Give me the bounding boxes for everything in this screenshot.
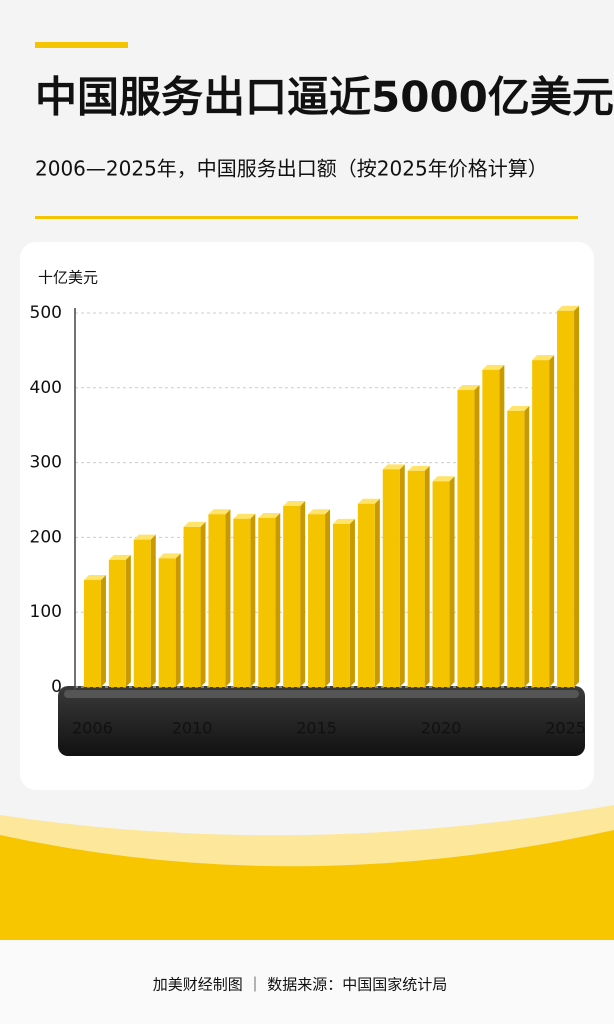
bar-top [208, 509, 231, 515]
bar-side [225, 509, 231, 687]
bar-side [374, 498, 380, 687]
x-tick-label: 2025 [545, 719, 586, 738]
bar [407, 470, 425, 687]
bar-side [424, 465, 430, 687]
y-tick-label: 400 [30, 378, 62, 398]
y-axis-label: 十亿美元 [38, 269, 98, 287]
bar [158, 558, 176, 687]
bar-side [325, 509, 331, 687]
divider [35, 216, 578, 219]
bar [507, 410, 525, 687]
bar [532, 360, 550, 687]
bar [308, 514, 326, 687]
bar [258, 517, 276, 687]
bar-side [175, 553, 181, 687]
bar-side [574, 305, 580, 687]
bar-side [549, 355, 555, 687]
bar-top [557, 305, 580, 311]
bar-side [300, 500, 306, 687]
bar [457, 390, 475, 687]
x-tick-label: 2020 [421, 719, 462, 738]
bar-top [108, 554, 131, 560]
bar-top [283, 500, 306, 506]
bar-top [308, 509, 331, 515]
bar [283, 505, 301, 687]
x-tick-label: 2006 [72, 719, 113, 738]
bar-side [349, 518, 355, 687]
wave [0, 830, 614, 940]
base-platform [58, 686, 585, 756]
chart-title: 中国服务出口逼近5000亿美元 [35, 73, 614, 122]
bar [432, 481, 450, 687]
bar-top [407, 465, 430, 471]
bar [233, 518, 251, 687]
y-tick-label: 300 [30, 453, 62, 473]
bar [108, 559, 126, 687]
bar-top [233, 513, 256, 519]
bar-top [457, 385, 480, 391]
chart-subtitle: 2006—2025年，中国服务出口额（按2025年价格计算） [35, 157, 548, 181]
bar-top [382, 464, 405, 470]
bar-top [432, 476, 455, 482]
y-tick-label: 0 [51, 677, 62, 697]
bar-side [474, 385, 480, 687]
bar [482, 369, 500, 687]
bar-top [482, 364, 505, 370]
bar [133, 539, 151, 687]
bar-side [399, 464, 405, 687]
x-tick-label: 2010 [172, 719, 213, 738]
bar-top [507, 405, 530, 411]
bar [382, 469, 400, 687]
y-tick-label: 500 [30, 303, 62, 323]
bar-top [183, 521, 206, 527]
footer-source: 加美财经制图 ｜ 数据来源：中国国家统计局 [153, 976, 448, 994]
bar-top [83, 575, 106, 581]
bar-side [100, 575, 106, 687]
y-tick-label: 200 [30, 527, 62, 547]
base-top [64, 690, 579, 698]
bar-top [133, 534, 156, 540]
bar [557, 310, 575, 687]
bar-side [449, 476, 455, 687]
bar [183, 526, 201, 687]
bar-side [250, 513, 256, 687]
bar-side [499, 364, 505, 687]
bar-top [332, 518, 355, 524]
bar-top [258, 512, 281, 518]
footer-band [0, 940, 614, 1024]
bar-top [158, 553, 181, 559]
x-tick-label: 2015 [296, 719, 337, 738]
bar-side [524, 405, 530, 687]
bar-side [275, 512, 281, 687]
bar-top [357, 498, 380, 504]
bar-side [200, 521, 206, 687]
bar [208, 514, 226, 687]
accent-bar [35, 42, 128, 48]
bar-side [125, 554, 131, 687]
y-tick-label: 100 [30, 602, 62, 622]
bar [357, 503, 375, 687]
bar-top [532, 355, 555, 361]
bar [83, 580, 101, 687]
bar-side [150, 534, 156, 687]
bar [332, 523, 350, 687]
